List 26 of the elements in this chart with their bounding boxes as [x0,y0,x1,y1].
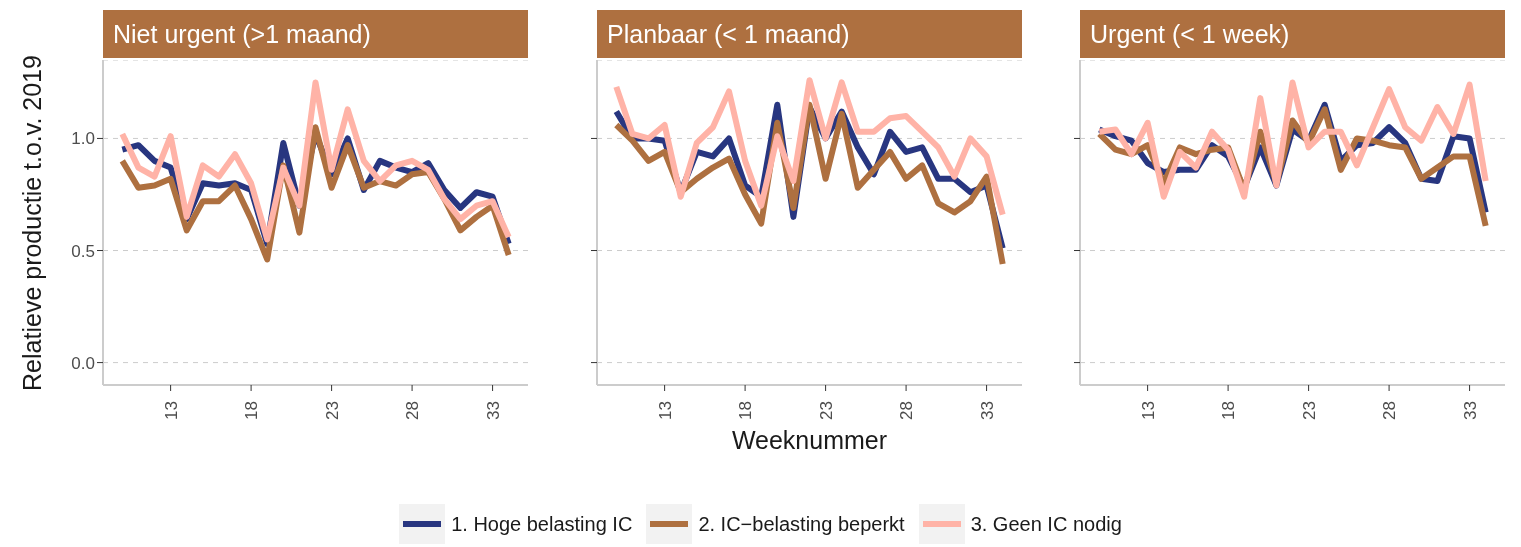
chart-title: Niet urgent (>1 maand) [103,10,528,58]
x-tick-label: 23 [1299,401,1319,420]
legend-label: 2. IC−belasting beperkt [698,512,905,536]
x-tick-label: 23 [322,401,342,420]
chart-title: Planbaar (< 1 maand) [597,10,1022,58]
x-tick-label: 28 [403,401,423,420]
x-tick-label: 18 [736,401,756,420]
x-axis-title: Weeknummer [730,426,889,455]
y-tick-label: 0.5 [71,241,95,261]
x-tick-label: 23 [816,401,836,420]
x-tick-label: 13 [161,401,181,420]
x-tick-label: 13 [655,401,675,420]
x-tick-label: 28 [897,401,917,420]
y-axis-title: Relatieve productie t.o.v. 2019 [17,55,47,391]
x-tick-label: 13 [1138,401,1158,420]
y-tick-label: 1.0 [71,129,95,149]
x-tick-label: 33 [977,401,997,420]
legend-label: 1. Hoge belasting IC [451,512,633,536]
x-tick-label: 18 [242,401,262,420]
legend-label: 3. Geen IC nodig [970,512,1122,536]
chart-title: Urgent (< 1 week) [1080,10,1505,58]
x-tick-label: 33 [483,401,503,420]
x-tick-label: 18 [1219,401,1239,420]
y-tick-label: 0.0 [71,353,95,373]
x-tick-label: 28 [1380,401,1400,420]
x-tick-label: 33 [1460,401,1480,420]
